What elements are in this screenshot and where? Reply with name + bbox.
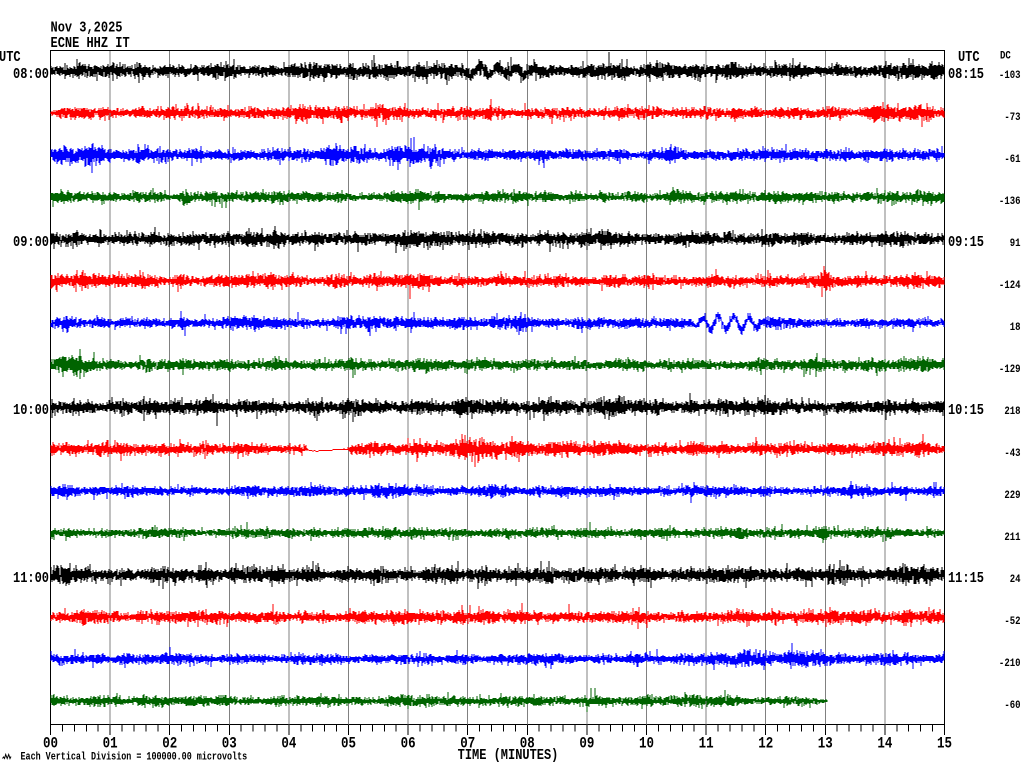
svg-text:24: 24 — [1010, 574, 1021, 586]
svg-text:Each Vertical Division = 10000: Each Vertical Division = 100000.00 micro… — [21, 751, 248, 763]
svg-text:09:00: 09:00 — [13, 235, 49, 251]
svg-text:03: 03 — [222, 735, 237, 753]
svg-text:11: 11 — [699, 735, 714, 753]
svg-text:04: 04 — [281, 735, 296, 753]
svg-text:08:15: 08:15 — [948, 67, 984, 83]
svg-text:08: 08 — [520, 735, 535, 753]
svg-text:10:15: 10:15 — [948, 403, 984, 419]
svg-text:ECNE HHZ IT: ECNE HHZ IT — [51, 36, 130, 52]
svg-text:18: 18 — [1010, 322, 1021, 334]
svg-text:-210: -210 — [999, 658, 1021, 670]
svg-text:UTC: UTC — [958, 50, 980, 66]
svg-text:11:15: 11:15 — [948, 571, 984, 587]
svg-text:11:00: 11:00 — [13, 571, 49, 587]
svg-text:-136: -136 — [999, 196, 1021, 208]
svg-text:-52: -52 — [1004, 616, 1020, 628]
svg-text:-60: -60 — [1004, 700, 1020, 712]
svg-text:TIME (MINUTES): TIME (MINUTES) — [458, 748, 559, 764]
svg-text:08:00: 08:00 — [13, 67, 49, 83]
svg-text:10:00: 10:00 — [13, 403, 49, 419]
svg-text:DC: DC — [1000, 51, 1011, 63]
svg-text:229: 229 — [1004, 490, 1020, 502]
svg-text:10: 10 — [639, 735, 654, 753]
svg-text:02: 02 — [162, 735, 177, 753]
svg-text:211: 211 — [1004, 532, 1020, 544]
svg-text:13: 13 — [818, 735, 833, 753]
svg-text:00: 00 — [43, 735, 58, 753]
svg-text:15: 15 — [937, 735, 952, 753]
svg-text:Nov 3,2025: Nov 3,2025 — [51, 21, 123, 37]
svg-text:218: 218 — [1004, 406, 1020, 418]
svg-text:-124: -124 — [999, 280, 1021, 292]
svg-text:07: 07 — [460, 735, 475, 753]
svg-text:91: 91 — [1010, 238, 1021, 250]
svg-text:01: 01 — [103, 735, 118, 753]
svg-text:-103: -103 — [999, 70, 1021, 82]
svg-text:09:15: 09:15 — [948, 235, 984, 251]
svg-text:14: 14 — [877, 735, 892, 753]
svg-text:-43: -43 — [1004, 448, 1020, 460]
svg-text:06: 06 — [401, 735, 416, 753]
svg-text:-73: -73 — [1004, 112, 1020, 124]
svg-text:-61: -61 — [1004, 154, 1020, 166]
svg-text:09: 09 — [579, 735, 594, 753]
svg-text:05: 05 — [341, 735, 356, 753]
svg-text:12: 12 — [758, 735, 773, 753]
svg-text:UTC: UTC — [0, 50, 21, 66]
svg-text:-129: -129 — [999, 364, 1021, 376]
